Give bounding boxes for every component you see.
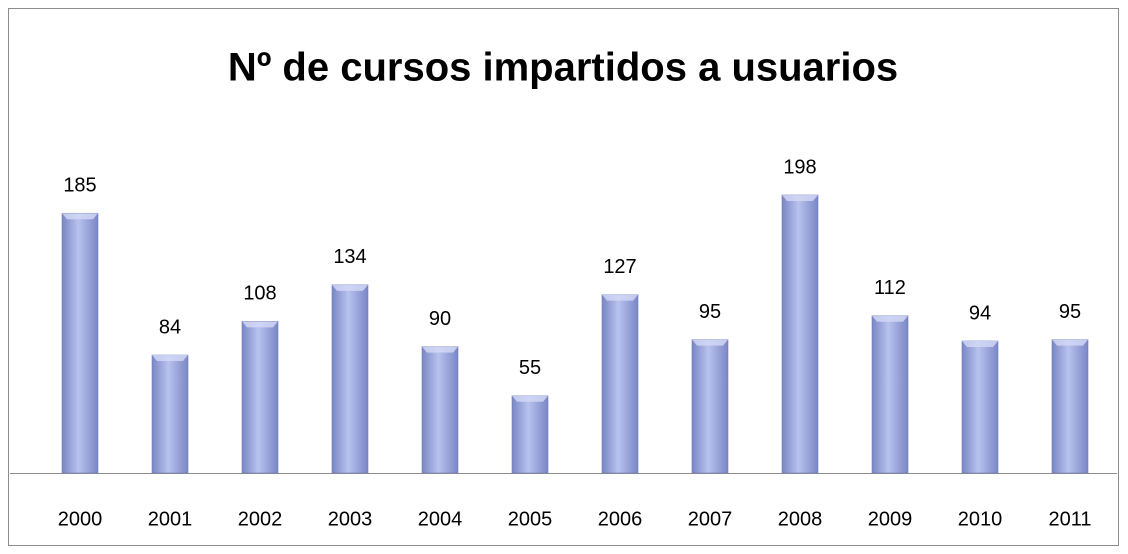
- x-tick-label: 2000: [58, 508, 103, 530]
- bar: [511, 395, 549, 474]
- x-tick-label: 2004: [418, 508, 463, 530]
- bar: [421, 346, 459, 474]
- chart-title: Nº de cursos impartidos a usuarios: [228, 46, 898, 90]
- x-tick-label: 2009: [868, 508, 913, 530]
- value-label: 198: [783, 156, 816, 178]
- bar-bevel: [602, 294, 638, 301]
- x-tick-label: 2007: [688, 508, 733, 530]
- bar-bevel: [242, 321, 278, 328]
- bar-bevel: [872, 315, 908, 322]
- x-tick-label: 2006: [598, 508, 643, 530]
- x-tick-label: 2011: [1048, 508, 1091, 530]
- value-label: 108: [243, 283, 276, 305]
- bar: [871, 315, 909, 474]
- bar-bevel: [962, 341, 998, 348]
- bar: [331, 284, 369, 474]
- x-tick-label: 2003: [328, 508, 373, 530]
- bar: [781, 194, 819, 474]
- bar-bevel: [152, 355, 188, 362]
- bar-bevel: [692, 339, 728, 346]
- chart-border: [8, 8, 1119, 546]
- x-tick-label: 2005: [508, 508, 553, 530]
- bar: [1051, 339, 1089, 474]
- value-label: 112: [874, 277, 906, 299]
- value-label: 90: [429, 308, 451, 330]
- bar: [61, 212, 99, 474]
- bar: [241, 321, 279, 474]
- x-tick-label: 2001: [148, 508, 193, 530]
- bar-bevel: [512, 395, 548, 402]
- value-label: 94: [969, 302, 991, 324]
- value-label: 127: [603, 256, 636, 278]
- x-tick-label: 2010: [958, 508, 1003, 530]
- bar-bevel: [62, 213, 98, 220]
- x-tick-label: 2002: [238, 508, 283, 530]
- bar-bevel: [422, 346, 458, 353]
- value-label: 185: [63, 175, 96, 197]
- value-label: 95: [1059, 301, 1081, 323]
- bar-bevel: [782, 195, 818, 201]
- bar: [961, 340, 999, 474]
- bar: [601, 294, 639, 474]
- value-label: 55: [519, 357, 541, 379]
- bar-bevel: [1052, 339, 1088, 346]
- x-tick-label: 2008: [778, 508, 823, 530]
- value-label: 84: [159, 316, 181, 338]
- bar-bevel: [332, 284, 368, 291]
- bar: [151, 354, 189, 474]
- value-label: 95: [699, 301, 721, 323]
- bar: [691, 339, 729, 474]
- value-label: 134: [333, 246, 366, 268]
